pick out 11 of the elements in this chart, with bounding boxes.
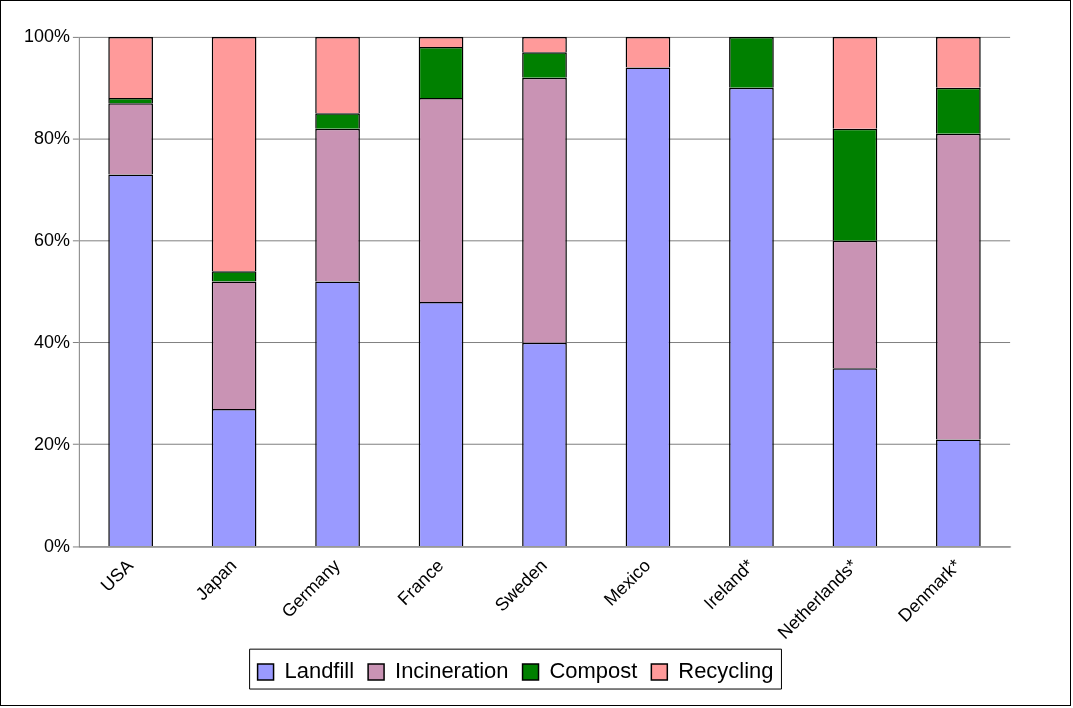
legend-label: Incineration <box>395 658 509 684</box>
y-tick-label: 40% <box>33 331 70 352</box>
legend-label: Recycling <box>678 658 774 684</box>
legend-label: Compost <box>549 658 638 684</box>
legend-label: Landfill <box>284 658 355 684</box>
y-tick-label: 0% <box>43 535 70 556</box>
y-tick-label: 80% <box>33 127 70 148</box>
y-tick-label: 20% <box>33 433 70 454</box>
x-tick-label: USA <box>96 555 137 596</box>
y-tick-label: 60% <box>33 229 70 250</box>
y-tick-label: 100% <box>24 25 70 46</box>
